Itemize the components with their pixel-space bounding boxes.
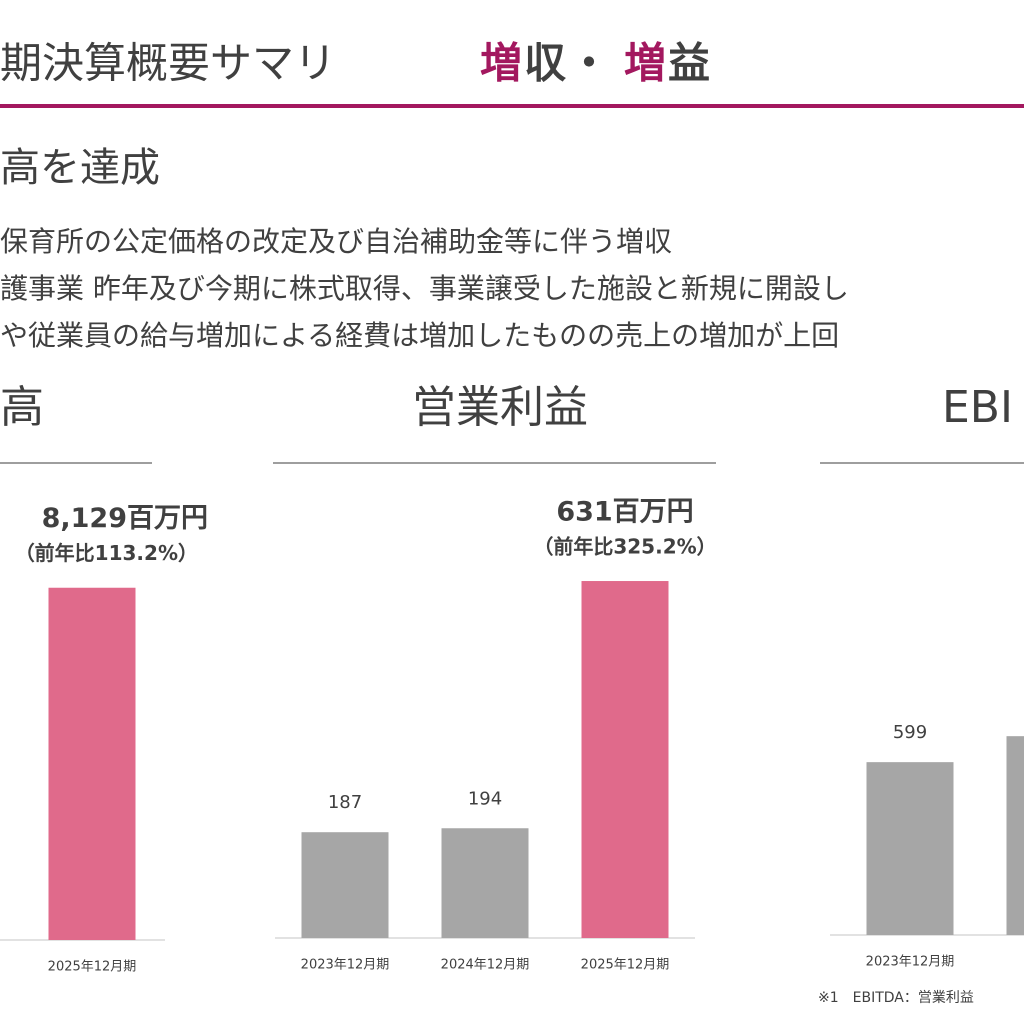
title-highlight-char: 益 bbox=[668, 39, 710, 88]
chart-title: 営業利益 bbox=[412, 382, 588, 433]
title-highlight-char: 収 bbox=[524, 39, 566, 88]
bar bbox=[301, 832, 389, 938]
value-label: 194 bbox=[468, 788, 502, 809]
bar bbox=[48, 587, 136, 940]
value-label: 8,129百万円 bbox=[42, 503, 208, 534]
value-label: 599 bbox=[893, 722, 927, 743]
bullet: 保育所の公定価格の改定及び自治補助金等に伴う増収 bbox=[0, 225, 672, 258]
x-tick-label: 2023年12月期 bbox=[301, 958, 390, 973]
bar bbox=[866, 762, 954, 935]
title-rule bbox=[0, 104, 1024, 108]
annotation: （前年比325.2%） bbox=[533, 535, 716, 559]
bar bbox=[441, 828, 529, 938]
x-tick-label: 2025年12月期 bbox=[48, 960, 137, 975]
bar bbox=[581, 581, 669, 938]
title-highlight-char: 増 bbox=[624, 39, 666, 88]
slide-title: 期決算概要サマリ bbox=[0, 39, 336, 88]
subheading: 高を達成 bbox=[0, 145, 160, 191]
annotation: （前年比113.2%） bbox=[15, 541, 198, 565]
x-tick-label: 2024年12月期 bbox=[441, 958, 530, 973]
value-label: 631百万円 bbox=[556, 497, 693, 528]
chart-title: 高 bbox=[0, 382, 44, 433]
footnote: ※1 EBITDA：営業利益 bbox=[818, 990, 974, 1006]
x-tick-label: 2025年12月期 bbox=[581, 958, 670, 973]
x-tick-label: 2023年12月期 bbox=[866, 955, 955, 970]
bar bbox=[1006, 736, 1024, 935]
bullet: や従業員の給与増加による経費は増加したものの売上の増加が上回 bbox=[0, 319, 839, 352]
title-highlight-char: ・ bbox=[568, 39, 610, 88]
bullet: 護事業 昨年及び今期に株式取得、事業譲受した施設と新規に開設し bbox=[0, 272, 849, 305]
chart-title: EBI bbox=[942, 382, 1013, 433]
value-label: 187 bbox=[328, 792, 362, 813]
title-highlight-char: 増 bbox=[480, 39, 522, 88]
